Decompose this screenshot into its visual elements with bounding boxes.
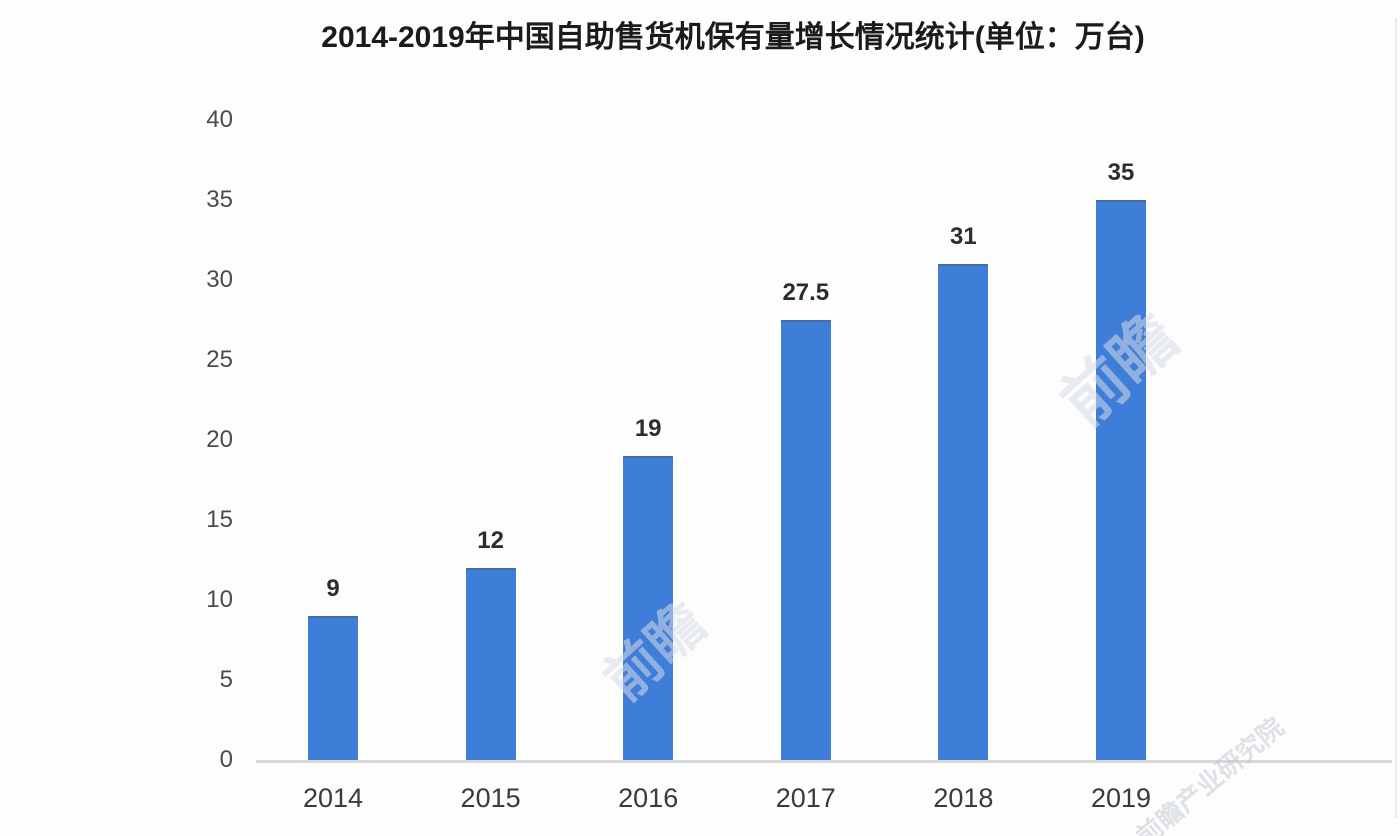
x-tick-label: 2017 bbox=[775, 783, 836, 813]
bar-value-label: 35 bbox=[1107, 159, 1135, 186]
bar-2015 bbox=[465, 568, 516, 760]
bar-value-label: 19 bbox=[634, 415, 662, 442]
bar-value-label: 31 bbox=[950, 223, 977, 250]
bar-value-label: 27.5 bbox=[782, 279, 830, 306]
y-tick-label: 20 bbox=[206, 426, 233, 453]
y-tick-label: 40 bbox=[206, 106, 233, 133]
bar-2014 bbox=[308, 616, 358, 760]
x-tick-label: 2015 bbox=[460, 783, 521, 813]
bar-value-label: 12 bbox=[477, 527, 504, 554]
page-right-border bbox=[1395, 18, 1397, 818]
y-tick-label: 35 bbox=[206, 186, 233, 213]
y-tick-label: 30 bbox=[206, 266, 233, 293]
x-axis-line bbox=[256, 760, 1392, 763]
x-tick-label: 2018 bbox=[933, 783, 994, 813]
bar-2019 bbox=[1096, 200, 1146, 760]
y-tick-label: 15 bbox=[206, 506, 233, 533]
x-tick-label: 2014 bbox=[302, 783, 364, 813]
bar-2016 bbox=[623, 456, 674, 760]
y-tick-label: 0 bbox=[219, 746, 233, 773]
watermark: 前瞻产业研究院 bbox=[1130, 711, 1290, 836]
y-tick-label: 10 bbox=[206, 586, 233, 613]
x-tick-label: 2019 bbox=[1090, 783, 1152, 813]
chart-title: 2014-2019年中国自助售货机保有量增长情况统计(单位：万台) bbox=[321, 21, 1145, 54]
x-tick-label: 2016 bbox=[618, 783, 679, 813]
bar-2017 bbox=[780, 320, 831, 760]
y-tick-label: 5 bbox=[219, 666, 233, 693]
bar-2018 bbox=[938, 264, 989, 760]
y-tick-label: 25 bbox=[206, 346, 233, 373]
bar-value-label: 9 bbox=[326, 575, 340, 602]
